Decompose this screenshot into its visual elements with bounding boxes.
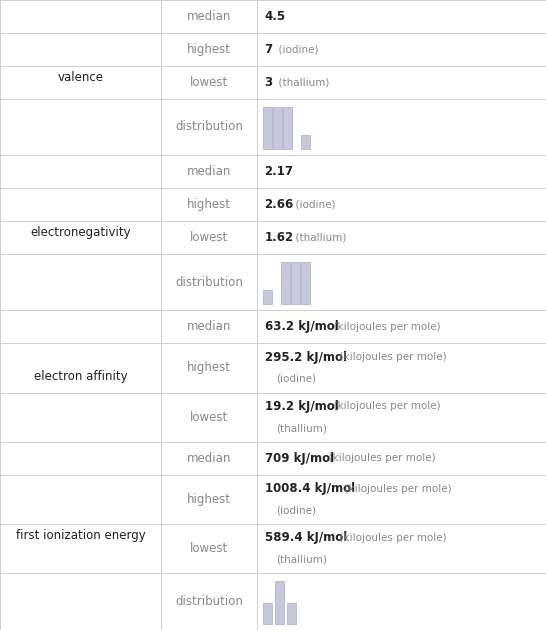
Text: highest: highest [187,362,231,374]
Text: valence: valence [57,71,104,84]
Text: (kilojoules per mole): (kilojoules per mole) [327,322,441,332]
Text: 589.4 kJ/mol: 589.4 kJ/mol [265,532,347,544]
Text: highest: highest [187,43,231,56]
Text: lowest: lowest [189,76,228,89]
Text: 3: 3 [265,76,273,89]
Text: distribution: distribution [175,120,243,134]
Text: median: median [187,452,231,465]
Bar [283,106,292,149]
Text: 1008.4 kJ/mol: 1008.4 kJ/mol [265,482,355,495]
Text: (thallium): (thallium) [277,423,328,433]
Text: electronegativity: electronegativity [30,226,131,239]
Bar [301,135,310,149]
Text: first ionization energy: first ionization energy [16,529,145,542]
Text: (iodine): (iodine) [277,374,317,384]
Text: distribution: distribution [175,275,243,289]
Text: (kilojoules per mole): (kilojoules per mole) [322,454,435,464]
Text: (kilojoules per mole): (kilojoules per mole) [327,401,441,411]
Bar [275,581,283,624]
Bar [272,106,282,149]
Text: 7: 7 [265,43,273,56]
Text: lowest: lowest [189,411,228,424]
Text: lowest: lowest [189,542,228,555]
Text: (iodine): (iodine) [272,44,319,54]
Text: 2.17: 2.17 [265,165,294,178]
Text: lowest: lowest [189,231,228,244]
Text: (thallium): (thallium) [289,232,346,243]
Bar [263,290,271,304]
Text: (thallium): (thallium) [277,554,328,564]
Text: (kilojoules per mole): (kilojoules per mole) [333,533,446,543]
Text: (kilojoules per mole): (kilojoules per mole) [333,352,446,362]
Text: (kilojoules per mole): (kilojoules per mole) [338,484,452,494]
Text: 4.5: 4.5 [265,10,286,23]
Text: 295.2 kJ/mol: 295.2 kJ/mol [265,350,347,364]
Text: 2.66: 2.66 [265,198,294,211]
Text: median: median [187,320,231,333]
Bar [301,262,310,304]
Text: 1.62: 1.62 [265,231,294,244]
Bar [290,262,300,304]
Text: 19.2 kJ/mol: 19.2 kJ/mol [265,400,339,413]
Text: median: median [187,10,231,23]
Text: (iodine): (iodine) [277,505,317,515]
Text: distribution: distribution [175,595,243,608]
Bar [287,603,295,624]
Text: (thallium): (thallium) [272,77,329,87]
Text: 63.2 kJ/mol: 63.2 kJ/mol [265,320,339,333]
Text: highest: highest [187,198,231,211]
Bar [263,106,271,149]
Text: electron affinity: electron affinity [34,370,127,382]
Text: median: median [187,165,231,178]
Text: highest: highest [187,493,231,506]
Bar [281,262,289,304]
Text: (iodine): (iodine) [289,200,335,210]
Text: 709 kJ/mol: 709 kJ/mol [265,452,334,465]
Bar [263,603,271,624]
